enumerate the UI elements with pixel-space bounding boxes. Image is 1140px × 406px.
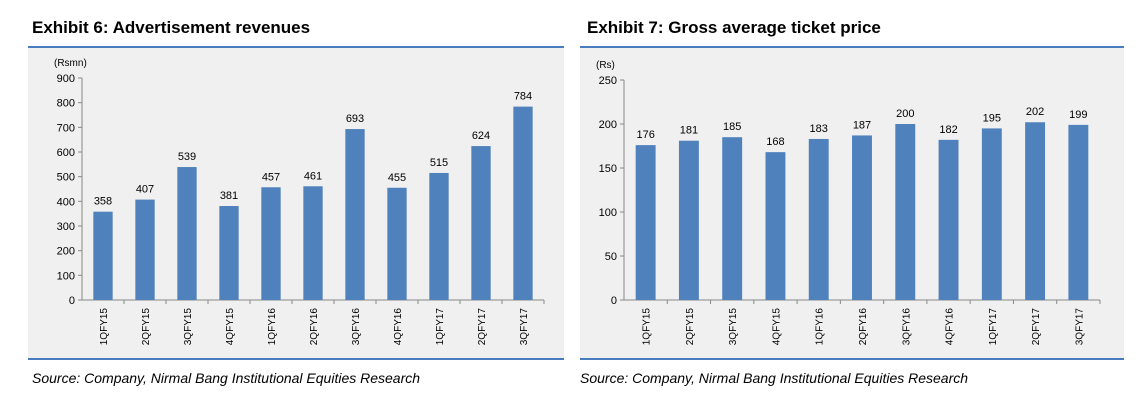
y-tick-label: 150 <box>599 163 617 175</box>
bar-2QFY16 <box>303 186 323 300</box>
x-tick-label-2QFY16: 2QFY16 <box>858 308 869 346</box>
y-tick-label: 200 <box>599 119 617 131</box>
x-tick-label-2QFY15: 2QFY15 <box>141 308 152 346</box>
x-tick-label-3QFY16: 3QFY16 <box>351 308 362 346</box>
x-tick-label-4QFY16: 4QFY16 <box>393 308 404 346</box>
bar-1QFY16 <box>808 138 829 300</box>
data-label-4QFY16: 182 <box>939 124 957 136</box>
data-label-2QFY17: 202 <box>1026 106 1044 118</box>
y-axis-unit-label: (Rsmn) <box>54 58 87 69</box>
data-label-2QFY15: 407 <box>136 184 154 196</box>
ad-revenues-chart: (Rsmn) 0 100 200 300 400 500 600 700 800 900 358 1QF… <box>54 58 545 346</box>
data-label-3QFY16: 200 <box>896 108 914 120</box>
y-tick-label: 0 <box>611 295 617 307</box>
data-label-1QFY16: 183 <box>810 123 828 135</box>
y-tick-label: 100 <box>57 270 75 282</box>
x-tick-label-3QFY15: 3QFY15 <box>183 308 194 346</box>
chart-area-ad-revenues: (Rsmn) 0 100 200 300 400 500 600 700 800 900 358 1QF… <box>28 46 564 360</box>
data-label-1QFY17: 515 <box>430 157 448 169</box>
data-label-1QFY15: 176 <box>636 129 654 141</box>
x-tick-label-4QFY15: 4QFY15 <box>225 308 236 346</box>
data-label-2QFY17: 624 <box>472 130 490 142</box>
x-tick-label-4QFY15: 4QFY15 <box>771 308 782 346</box>
y-axis-unit-label: (Rs) <box>596 60 615 71</box>
bar-4QFY15 <box>219 206 239 300</box>
x-tick-label-1QFY16: 1QFY16 <box>267 308 278 346</box>
chart-title-ticket-price: Exhibit 7: Gross average ticket price <box>587 18 881 37</box>
chart-area-ticket-price: (Rs) 0 50 100 150 200 250 176 1QFY15 181 2QFY15 185… <box>580 46 1124 360</box>
bar-3QFY15 <box>177 167 197 300</box>
bar-3QFY15 <box>722 137 743 300</box>
y-tick-label: 0 <box>69 295 75 307</box>
bar-2QFY17 <box>1025 122 1046 301</box>
data-label-1QFY15: 358 <box>94 196 112 208</box>
bar-1QFY15 <box>635 145 656 300</box>
y-tick-label: 250 <box>599 75 617 87</box>
bar-2QFY15 <box>678 140 699 300</box>
data-label-1QFY17: 195 <box>983 112 1001 124</box>
y-tick-label: 900 <box>57 73 75 85</box>
bar-4QFY15 <box>765 152 786 300</box>
bar-1QFY15 <box>93 211 113 300</box>
bar-1QFY17 <box>429 172 449 300</box>
x-tick-label-1QFY17: 1QFY17 <box>988 308 999 346</box>
bar-3QFY17 <box>513 106 533 300</box>
bar-2QFY16 <box>852 135 872 300</box>
data-label-3QFY17: 784 <box>514 91 532 103</box>
y-tick-label: 400 <box>57 196 75 208</box>
data-label-3QFY17: 199 <box>1069 109 1087 121</box>
bar-3QFY17 <box>1068 124 1089 300</box>
source-note-right: Source: Company, Nirmal Bang Institution… <box>580 370 969 386</box>
data-label-2QFY16: 461 <box>304 170 322 182</box>
bar-3QFY16 <box>895 124 916 300</box>
x-tick-label-1QFY15: 1QFY15 <box>99 308 110 346</box>
bar-3QFY16 <box>345 129 365 300</box>
source-note-left: Source: Company, Nirmal Bang Institution… <box>32 370 421 386</box>
x-tick-label-4QFY16: 4QFY16 <box>945 308 956 346</box>
y-tick-label: 800 <box>57 98 75 110</box>
x-tick-label-1QFY16: 1QFY16 <box>815 308 826 346</box>
y-tick-label: 500 <box>57 172 75 184</box>
y-tick-label: 700 <box>57 122 75 134</box>
x-tick-label-3QFY17: 3QFY17 <box>1074 308 1085 346</box>
data-label-2QFY16: 187 <box>853 119 871 131</box>
data-label-3QFY15: 539 <box>178 151 196 163</box>
data-label-4QFY15: 168 <box>766 136 784 148</box>
x-tick-label-2QFY15: 2QFY15 <box>685 308 696 346</box>
bar-2QFY17 <box>471 146 491 300</box>
x-tick-label-2QFY16: 2QFY16 <box>309 308 320 346</box>
y-tick-label: 300 <box>57 221 75 233</box>
x-tick-label-1QFY17: 1QFY17 <box>435 308 446 346</box>
y-tick-label: 100 <box>599 207 617 219</box>
y-tick-label: 50 <box>605 251 617 263</box>
x-tick-label-2QFY17: 2QFY17 <box>477 308 488 346</box>
data-label-4QFY15: 381 <box>220 190 238 202</box>
bar-1QFY17 <box>981 128 1002 300</box>
ticket-price-chart: (Rs) 0 50 100 150 200 250 176 1QFY15 181 2QFY15 185… <box>596 60 1101 346</box>
chart-title-ad-revenues: Exhibit 6: Advertisement revenues <box>32 18 311 37</box>
data-label-1QFY16: 457 <box>262 171 280 183</box>
y-tick-label: 200 <box>57 246 75 258</box>
x-tick-label-3QFY17: 3QFY17 <box>519 308 530 346</box>
y-tick-label: 600 <box>57 147 75 159</box>
x-tick-label-3QFY15: 3QFY15 <box>728 308 739 346</box>
x-tick-label-2QFY17: 2QFY17 <box>1031 308 1042 346</box>
data-label-3QFY15: 185 <box>723 121 741 133</box>
bar-4QFY16 <box>387 187 407 300</box>
bar-4QFY16 <box>938 139 959 300</box>
x-tick-label-1QFY15: 1QFY15 <box>642 308 653 346</box>
data-label-2QFY15: 181 <box>680 125 698 137</box>
data-label-4QFY16: 455 <box>388 172 406 184</box>
bar-1QFY16 <box>261 187 281 300</box>
x-tick-label-3QFY16: 3QFY16 <box>901 308 912 346</box>
bar-2QFY15 <box>135 199 155 300</box>
data-label-3QFY16: 693 <box>346 113 364 125</box>
